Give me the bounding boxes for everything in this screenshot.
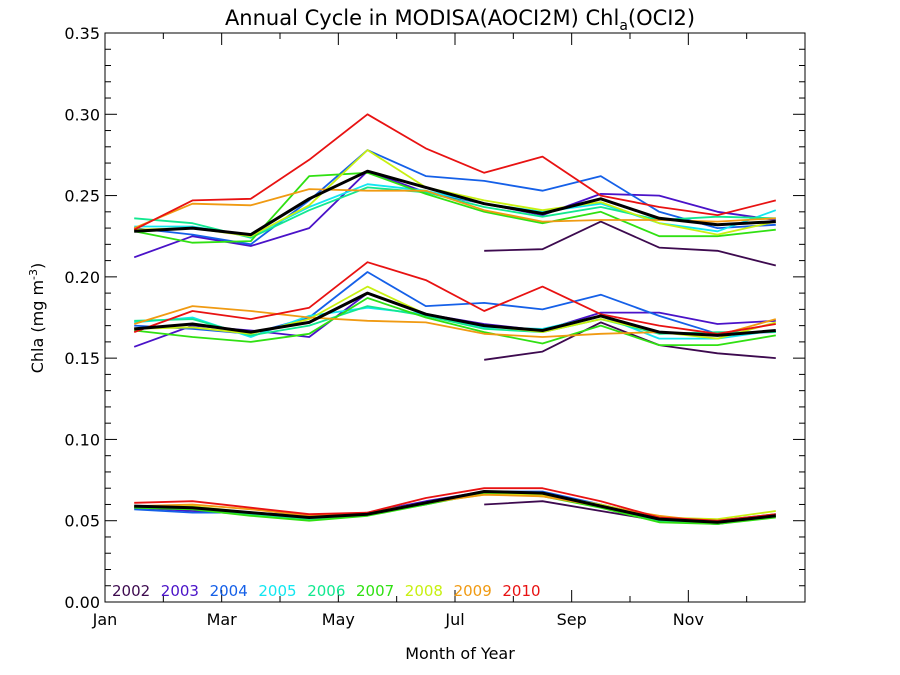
legend: 2002 2003 2004 2005 2006 2007 2008 2009 2010 [112,582,541,600]
legend-entry-2006: 2006 [307,582,345,600]
y-tick-label: 0.25 [64,187,100,206]
series-line-2003-upper [133,170,776,259]
legend-entry-2002: 2002 [112,582,150,600]
x-axis-label: Month of Year [405,644,515,663]
series-line-2008-middle [134,285,777,340]
y-tick-label: 0.10 [64,430,100,449]
series-line-2007-middle [134,297,776,346]
legend-entry-2003: 2003 [161,582,199,600]
legend-entry-2008: 2008 [405,582,443,600]
x-tick-label: May [322,610,355,629]
y-tick-label: 0.30 [64,105,100,124]
series-line-2004-upper [134,149,776,246]
x-tick-label: Jan [92,610,118,629]
series-line-2010-lower [134,487,776,522]
y-tick-label: 0.00 [64,593,100,612]
x-tick-label: Jul [444,610,464,629]
series-line-2007-upper [134,171,776,244]
series-line-2002-upper [484,220,777,267]
y-tick-label: 0.20 [64,268,100,287]
series-line-2010-upper [133,113,777,231]
series-line-mean-middle [134,291,776,337]
series-line-2010-middle [133,261,776,335]
plot-frame [104,32,806,603]
legend-entry-2010: 2010 [502,582,540,600]
y-tick-label: 0.15 [64,349,100,368]
series-line-mean-lower [134,490,776,524]
x-axis: Jan Mar May Jul Sep Nov [92,33,806,629]
legend-entry-2005: 2005 [258,582,296,600]
y-axis-label: Chla (mg m-3) [27,263,47,374]
series-line-2008-upper [134,149,776,238]
legend-entry-2007: 2007 [356,582,394,600]
series-layer [133,113,777,525]
x-tick-label: Mar [207,610,238,629]
x-tick-label: Nov [673,610,704,629]
series-line-mean-upper [134,169,776,237]
y-tick-label: 0.05 [64,512,100,531]
y-axis-label-superscript: -3 [27,269,40,280]
legend-entry-2009: 2009 [454,582,492,600]
y-tick-label: 0.35 [64,24,100,43]
x-tick-label: Sep [557,610,587,629]
chart-title-subscript: a [619,18,628,34]
chart-title: Annual Cycle in MODISA(AOCI2M) Chla(OCI2… [225,6,695,34]
y-axis: 0.00 0.05 0.10 0.15 0.20 0.25 0.30 0.35 [64,24,805,612]
series-line-2009-lower [134,493,776,524]
legend-entry-2004: 2004 [210,582,248,600]
